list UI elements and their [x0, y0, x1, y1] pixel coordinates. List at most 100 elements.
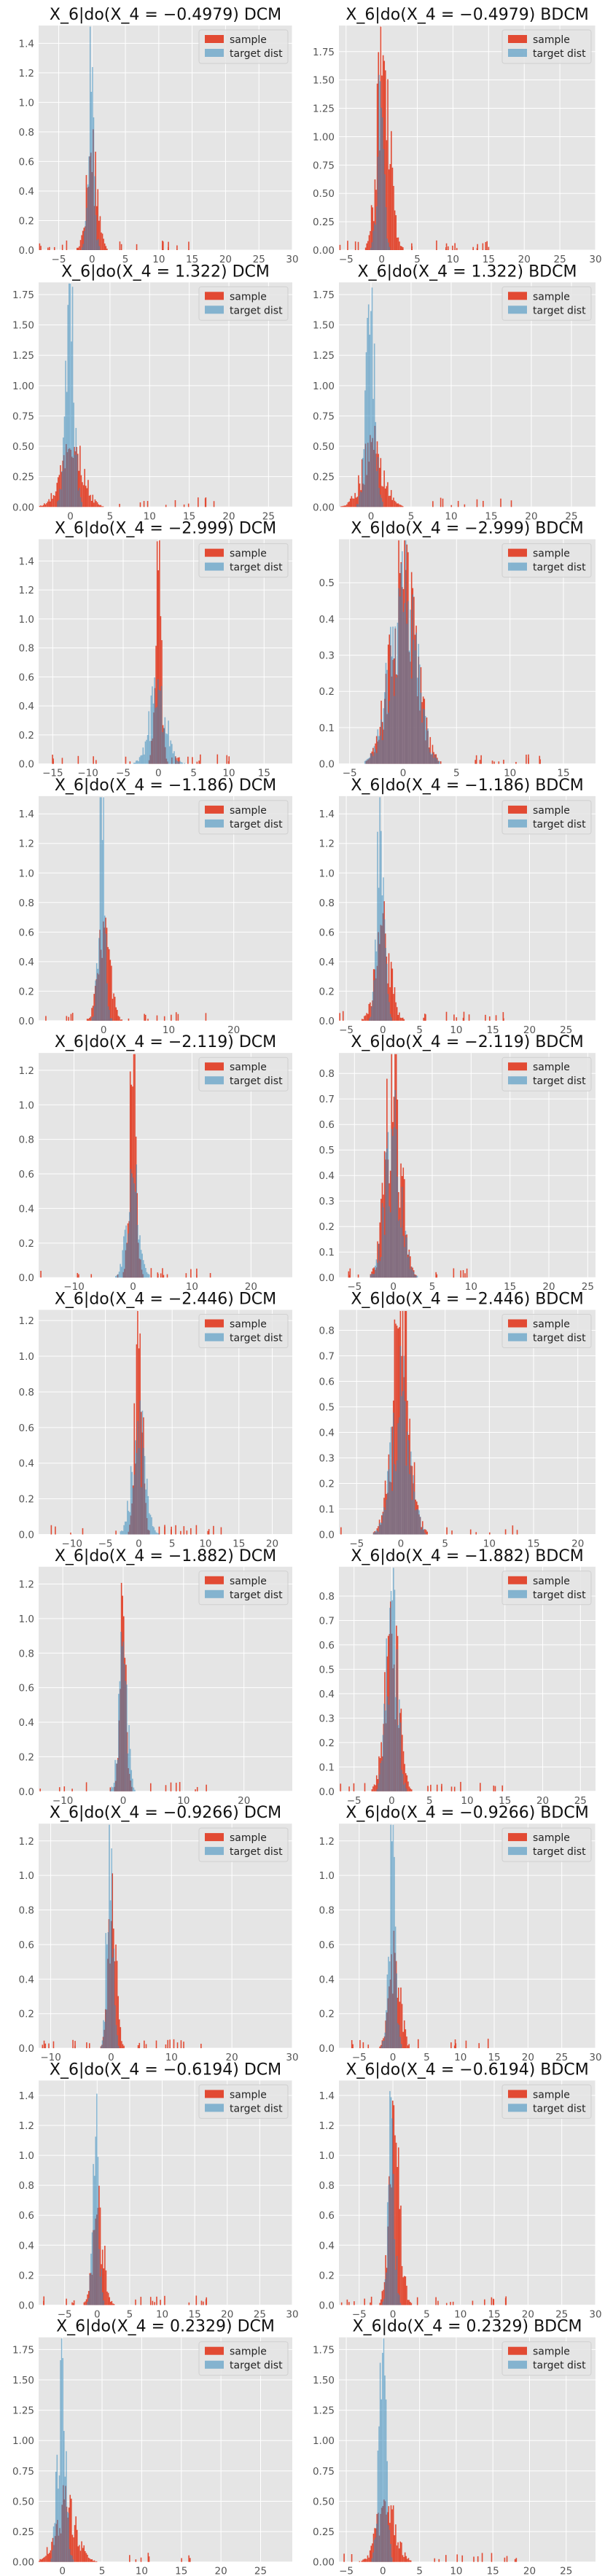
x-tick-label: 10 — [450, 1024, 462, 1036]
target-bar — [377, 729, 379, 764]
sample-bar — [89, 1017, 90, 1021]
legend-swatch — [205, 1576, 224, 1584]
sample-bar — [52, 2041, 55, 2049]
target-bar — [437, 761, 440, 764]
legend-swatch — [508, 2090, 527, 2098]
target-bar — [58, 2475, 60, 2562]
target-bar — [392, 2174, 394, 2305]
sample-bar — [90, 1274, 93, 1278]
x-tick-label: 5 — [423, 2308, 430, 2320]
sample-bar — [409, 2301, 411, 2305]
sample-bar — [392, 2505, 394, 2562]
sample-bar — [144, 2040, 145, 2049]
sample-bar — [512, 1525, 514, 1535]
target-bar — [377, 831, 378, 1021]
sample-bar — [196, 761, 198, 764]
sample-bar — [98, 220, 100, 250]
sample-bar — [500, 498, 501, 507]
sample-bar — [390, 490, 392, 507]
sample-bar — [90, 500, 93, 507]
sample-bar — [434, 2558, 436, 2562]
target-bar — [415, 632, 417, 764]
chart-title: X_6|do(X_4 = −1.882) BDCM — [351, 1547, 583, 1565]
target-bar — [112, 1957, 114, 2049]
target-bar — [421, 723, 423, 764]
target-bar — [93, 1005, 95, 1021]
x-tick-label: 15 — [488, 2052, 500, 2063]
target-bar — [371, 1273, 372, 1278]
y-tick-label: 1.75 — [313, 289, 335, 301]
sample-bar — [403, 2020, 405, 2049]
x-tick-label: 30 — [286, 2308, 298, 2320]
target-bar — [400, 1227, 402, 1278]
sample-bar — [188, 2302, 190, 2305]
legend-swatch — [508, 562, 527, 571]
chart-title: X_6|do(X_4 = −0.4979) BDCM — [345, 6, 588, 24]
y-tick-label: 0.75 — [12, 410, 34, 422]
target-bar — [118, 1694, 120, 1791]
target-bar — [369, 757, 370, 764]
sample-bar — [71, 2302, 73, 2305]
sample-bar — [96, 502, 98, 507]
y-tick-label: 0.4 — [19, 701, 34, 712]
sample-bar — [76, 247, 78, 250]
target-bar — [373, 222, 375, 250]
y-tick-label: 1.50 — [313, 320, 335, 332]
y-tick-label: 0.6 — [19, 1423, 34, 1434]
sample-bar — [450, 1786, 453, 1791]
target-bar — [66, 2451, 67, 2562]
sample-bar — [109, 1787, 112, 1791]
target-bar — [88, 156, 90, 250]
sample-bar — [117, 1016, 120, 1021]
sample-bar — [389, 164, 391, 250]
sample-bar — [88, 2043, 90, 2049]
target-bar — [408, 1251, 410, 1278]
x-tick-label: 0 — [378, 254, 385, 265]
sample-bar — [177, 758, 179, 764]
target-bar — [79, 497, 82, 507]
sample-bar — [147, 1019, 149, 1021]
target-bar — [373, 1274, 375, 1278]
x-tick-label: 5 — [423, 2052, 430, 2063]
target-bar — [412, 1270, 413, 1278]
target-bar — [148, 1274, 150, 1278]
target-bar — [136, 760, 138, 764]
target-bar — [383, 1507, 385, 1535]
target-bar — [378, 1523, 380, 1535]
sample-bar — [53, 246, 55, 250]
sample-bar — [340, 1527, 342, 1535]
legend-label: sample — [533, 2346, 570, 2358]
x-tick-label: 20 — [238, 1795, 250, 1807]
target-bar — [132, 1778, 133, 1791]
target-bar — [376, 1530, 378, 1535]
y-tick-label: 0.6 — [19, 1939, 34, 1951]
y-tick-label: 1.4 — [19, 809, 34, 820]
sample-bar — [119, 241, 121, 250]
target-bar — [380, 497, 383, 507]
target-bar — [377, 456, 379, 507]
sample-bar — [165, 505, 167, 507]
sample-bar — [366, 1013, 367, 1021]
sample-bar — [445, 243, 448, 250]
target-bar — [142, 1260, 144, 1278]
x-tick-label: −5 — [98, 1538, 113, 1550]
target-bar — [378, 1774, 380, 1791]
x-tick-label: 5 — [408, 510, 415, 522]
target-bar — [388, 1956, 389, 2049]
sample-bar — [379, 2046, 380, 2049]
target-bar — [92, 66, 93, 250]
sample-bar — [147, 501, 149, 507]
sample-bar — [378, 1756, 380, 1791]
target-bar — [87, 2297, 90, 2305]
sample-bar — [366, 243, 368, 250]
sample-bar — [47, 501, 49, 507]
sample-bar — [384, 1480, 386, 1535]
sample-bar — [168, 241, 169, 250]
target-bar — [389, 701, 391, 764]
sample-bar — [170, 1782, 172, 1791]
y-tick-label: 1.25 — [313, 2405, 335, 2417]
sample-bar — [52, 499, 53, 507]
y-tick-label: 0.0 — [319, 1016, 335, 1027]
sample-bar — [61, 244, 63, 250]
target-bar — [375, 2537, 377, 2562]
